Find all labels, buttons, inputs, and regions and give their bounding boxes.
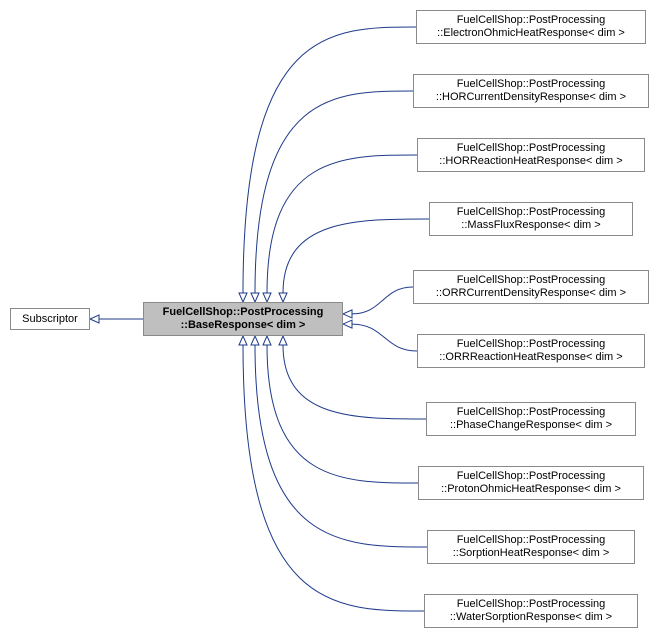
node-orrreaction-line1: FuelCellShop::PostProcessing [457,338,606,351]
node-protonohmic[interactable]: FuelCellShop::PostProcessing::ProtonOhmi… [418,466,644,500]
node-horcurrent[interactable]: FuelCellShop::PostProcessing::HORCurrent… [413,74,649,108]
node-orrcurrent-line1: FuelCellShop::PostProcessing [457,274,606,287]
node-electron[interactable]: FuelCellShop::PostProcessing::ElectronOh… [416,10,646,44]
node-sorptionheat-line2: ::SorptionHeatResponse< dim > [453,547,610,560]
diagram-canvas: SubscriptorFuelCellShop::PostProcessing:… [0,0,656,639]
node-electron-line2: ::ElectronOhmicHeatResponse< dim > [437,27,625,40]
node-base-line2: ::BaseResponse< dim > [181,319,306,332]
node-protonohmic-line2: ::ProtonOhmicHeatResponse< dim > [441,483,621,496]
node-phasechange[interactable]: FuelCellShop::PostProcessing::PhaseChang… [426,402,636,436]
node-subscriptor-line1: Subscriptor [22,313,78,326]
node-watersorption-line1: FuelCellShop::PostProcessing [457,598,606,611]
node-electron-line1: FuelCellShop::PostProcessing [457,14,606,27]
node-orrreaction-line2: ::ORRReactionHeatResponse< dim > [439,351,622,364]
node-horreaction[interactable]: FuelCellShop::PostProcessing::HORReactio… [417,138,645,172]
node-orrcurrent[interactable]: FuelCellShop::PostProcessing::ORRCurrent… [413,270,649,304]
node-orrreaction[interactable]: FuelCellShop::PostProcessing::ORRReactio… [417,334,645,368]
node-phasechange-line1: FuelCellShop::PostProcessing [457,406,606,419]
node-massflux-line2: ::MassFluxResponse< dim > [461,219,600,232]
node-watersorption[interactable]: FuelCellShop::PostProcessing::WaterSorpt… [424,594,638,628]
node-protonohmic-line1: FuelCellShop::PostProcessing [457,470,606,483]
node-base[interactable]: FuelCellShop::PostProcessing::BaseRespon… [143,302,343,336]
node-base-line1: FuelCellShop::PostProcessing [163,306,324,319]
node-subscriptor[interactable]: Subscriptor [10,308,90,330]
node-horcurrent-line2: ::HORCurrentDensityResponse< dim > [436,91,626,104]
node-massflux-line1: FuelCellShop::PostProcessing [457,206,606,219]
node-sorptionheat[interactable]: FuelCellShop::PostProcessing::SorptionHe… [427,530,635,564]
node-horcurrent-line1: FuelCellShop::PostProcessing [457,78,606,91]
node-massflux[interactable]: FuelCellShop::PostProcessing::MassFluxRe… [429,202,633,236]
node-orrcurrent-line2: ::ORRCurrentDensityResponse< dim > [436,287,626,300]
node-phasechange-line2: ::PhaseChangeResponse< dim > [450,419,612,432]
node-horreaction-line1: FuelCellShop::PostProcessing [457,142,606,155]
node-horreaction-line2: ::HORReactionHeatResponse< dim > [439,155,622,168]
node-sorptionheat-line1: FuelCellShop::PostProcessing [457,534,606,547]
node-watersorption-line2: ::WaterSorptionResponse< dim > [450,611,612,624]
